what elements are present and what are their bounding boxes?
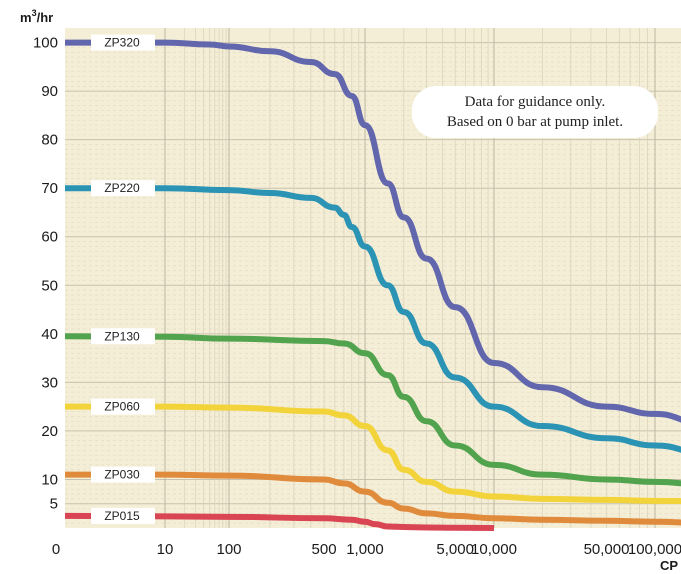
series-label-box	[91, 328, 155, 345]
x-tick-label: 500	[312, 541, 337, 558]
series-label-zp060: ZP060	[104, 400, 140, 414]
series-line-zp015	[64, 512, 495, 531]
note-line-1: Data for guidance only.	[465, 94, 606, 110]
series-line-zp030	[65, 471, 681, 526]
series-line-zp130	[64, 333, 681, 487]
guidance-note: Data for guidance only. Based on 0 bar a…	[412, 86, 658, 138]
y-axis-title: m3/hr	[20, 8, 53, 25]
x-origin-label: 0	[52, 541, 60, 558]
x-tick-label: 1,000	[346, 541, 384, 558]
series-label-box	[91, 180, 155, 197]
y-tick-label: 70	[41, 180, 58, 197]
series-line-zp220	[65, 185, 681, 453]
series-label-box	[91, 398, 155, 415]
y-tick-label: 20	[41, 423, 58, 440]
y-tick-label: 100	[33, 35, 58, 52]
x-tick-label: 100	[216, 541, 241, 558]
x-axis-title: CP	[660, 558, 678, 573]
y-tick-label: 40	[41, 326, 58, 343]
y-tick-label: 30	[41, 374, 58, 391]
x-tick-label: 50,000	[584, 541, 630, 558]
x-tick-label: 10	[157, 541, 174, 558]
y-tick-label: 90	[41, 83, 58, 100]
series-label-box	[91, 507, 155, 524]
series-label-box	[91, 34, 155, 51]
y-tick-label: 60	[41, 229, 58, 246]
note-line-2: Based on 0 bar at pump inlet.	[447, 114, 623, 130]
series-label-zp130: ZP130	[104, 329, 140, 343]
x-tick-label: 5,000	[436, 541, 474, 558]
x-tick-label: 100,000	[628, 541, 681, 558]
series-line-zp060	[65, 403, 681, 505]
y-tick-label: 5	[50, 496, 58, 513]
series-line-zp320	[65, 39, 681, 423]
series-label-zp030: ZP030	[104, 468, 140, 482]
series-label-zp015: ZP015	[104, 509, 140, 523]
y-tick-label: 80	[41, 132, 58, 149]
y-tick-label: 50	[41, 277, 58, 294]
series-label-box	[91, 466, 155, 483]
x-tick-label: 10,000	[471, 541, 517, 558]
series-label-zp220: ZP220	[104, 181, 140, 195]
y-tick-label: 10	[41, 471, 58, 488]
series-label-zp320: ZP320	[104, 36, 140, 50]
